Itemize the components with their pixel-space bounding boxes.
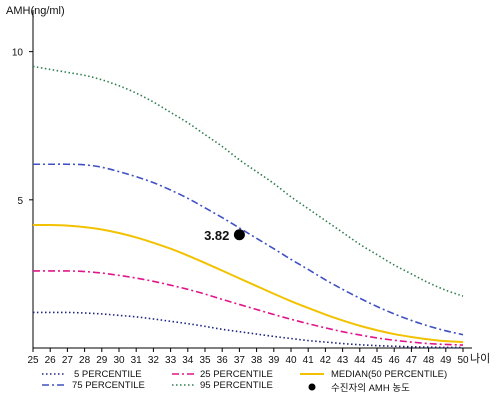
x-tick-label: 36 [217,355,229,366]
series-line-75-percentile [33,163,464,336]
legend-label: 수진자의 AMH 농도 [331,383,410,394]
y-tick-label: 5 [17,196,23,207]
y-tick-label: 10 [12,48,24,59]
y-tick-group: 5 10 [12,48,33,207]
annotation-layer: 3.82 [204,228,245,243]
x-tick-label: 37 [234,355,246,366]
x-tick-label: 30 [113,355,125,366]
patient-amh-point [233,229,245,241]
legend-label: 25 PERCENTILE [200,369,273,380]
x-tick-label: 39 [268,355,280,366]
series-line-5-percentile [32,311,464,349]
legend-label: 5 PERCENTILE [74,369,142,380]
legend-label: 75 PERCENTILE [72,380,145,391]
x-tick-label: 38 [251,355,263,366]
legend: 5 PERCENTILE 25 PERCENTILE MEDIAN(50 PERCE… [42,369,447,394]
x-tick-label: 46 [389,355,401,366]
x-tick-label: 33 [165,355,177,366]
axes [32,10,472,349]
legend-label: 95 PERCENTILE [200,380,273,391]
x-tick-label: 31 [131,355,143,366]
series-layer [32,65,464,349]
x-tick-label: 27 [62,355,74,366]
x-tick-group: 25 26 27 28 29 30 31 32 33 34 35 36 37 38 39 40 41 42 43 44… [27,348,469,366]
x-tick-label: 42 [320,355,332,366]
x-tick-label: 41 [303,355,315,366]
x-tick-label: 47 [406,355,418,366]
x-tick-label: 50 [457,355,469,366]
x-tick-label: 35 [199,355,211,366]
x-tick-label: 43 [337,355,349,366]
x-tick-label: 49 [440,355,452,366]
x-tick-label: 29 [96,355,108,366]
x-tick-label: 45 [371,355,383,366]
y-axis-title: AMH(ng/ml) [6,5,65,17]
legend-label: MEDIAN(50 PERCENTILE) [331,369,447,380]
x-tick-label: 25 [27,355,39,366]
legend-marker-patient [308,383,316,391]
series-line-95-percentile [32,65,464,297]
x-tick-label: 44 [354,355,366,366]
patient-amh-value-label: 3.82 [204,228,229,243]
x-tick-label: 28 [79,355,91,366]
x-tick-label: 32 [148,355,160,366]
x-tick-label: 26 [45,355,57,366]
x-tick-label: 48 [423,355,435,366]
x-tick-label: 34 [182,355,194,366]
x-tick-label: 40 [285,355,297,366]
series-line-median-50-percentile [32,223,464,344]
x-axis-title: 나이 [470,352,490,365]
series-line-25-percentile [32,270,464,346]
